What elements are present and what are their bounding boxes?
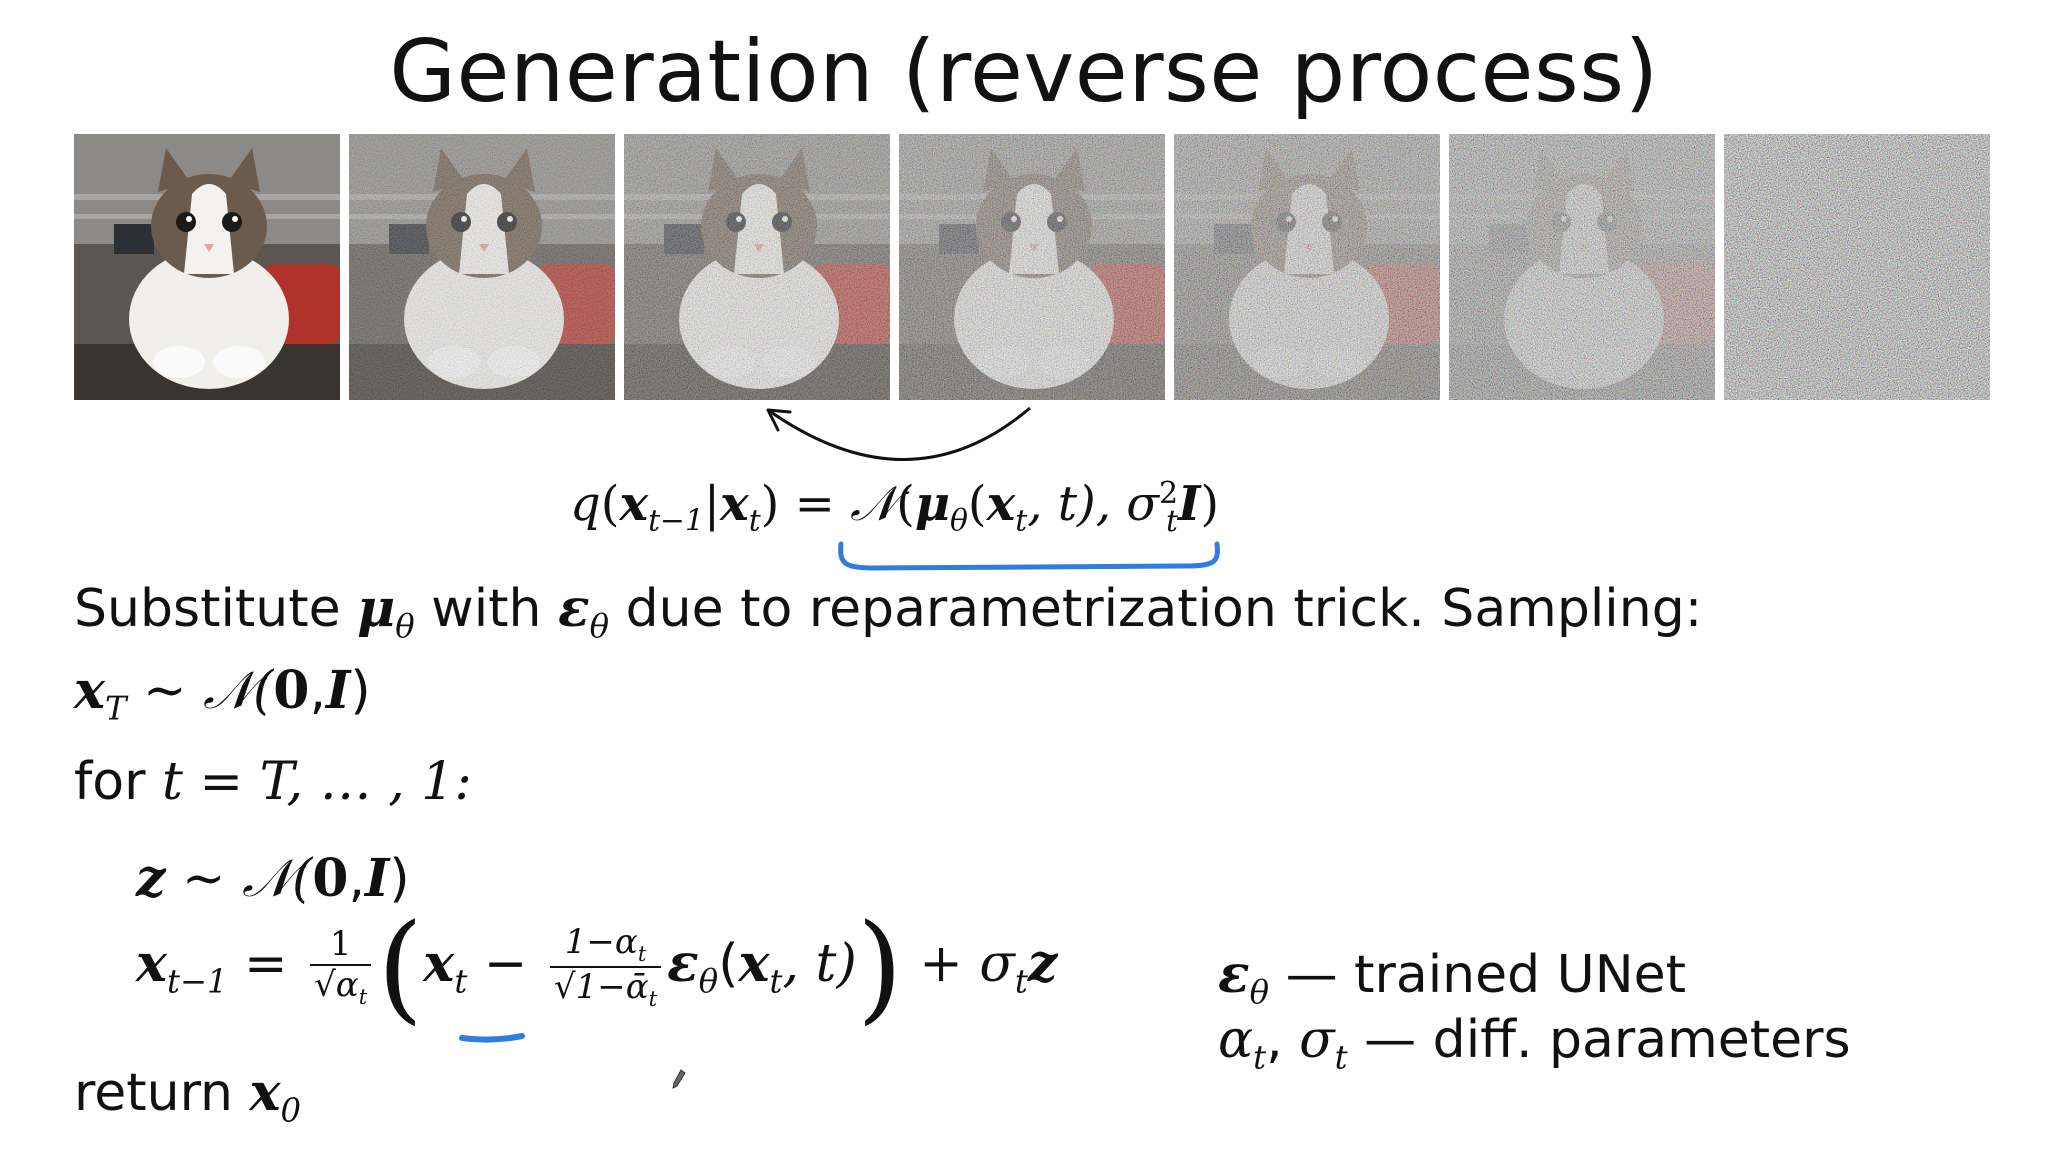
blue-underbrace-annotation: [838, 541, 1220, 571]
noise-sample-line: z ~ 𝒩(0,I): [136, 848, 410, 909]
clean-cat-image: [74, 134, 340, 400]
reverse-arrow: [766, 406, 1031, 461]
pencil-cursor-icon: [672, 1069, 686, 1089]
update-equation: xt−1 = 1 √αt (xt − 1−αt √1−ᾱt εθ(xt, t)) + σ…: [136, 898, 1058, 1036]
pure-noise-image: [1724, 134, 1990, 400]
noisy-cat-4-image: [1174, 134, 1440, 400]
noisy-cat-3-image: [899, 134, 1165, 400]
fraction-alpha-term: 1−αt √1−ᾱt: [549, 923, 662, 1011]
return-line: return x0: [74, 1062, 302, 1130]
noisy-cat-5-image: [1449, 134, 1715, 400]
noisy-cat-2-image: [624, 134, 890, 400]
reverse-distribution-equation: q(xt−1|xt) = 𝒩(μθ(xt, t), σ2tI): [570, 476, 1220, 539]
blue-underline-annotation: [459, 1033, 525, 1043]
init-sample-line: xT ~ 𝒩(0,I): [74, 660, 371, 728]
noisy-cat-1-image: [349, 134, 615, 400]
legend-alpha-sigma: αt, σt — diff. parameters: [1218, 1010, 1851, 1077]
substitute-line: Substitute μθ with εθ due to reparametri…: [74, 578, 1703, 646]
legend-eps: εθ — trained UNet: [1218, 944, 1687, 1012]
fraction-one-over-sqrt-alpha: 1 √αt: [310, 925, 372, 1009]
for-loop-line: for t = T, … , 1:: [74, 752, 472, 812]
slide-title: Generation (reverse process): [389, 22, 1659, 122]
